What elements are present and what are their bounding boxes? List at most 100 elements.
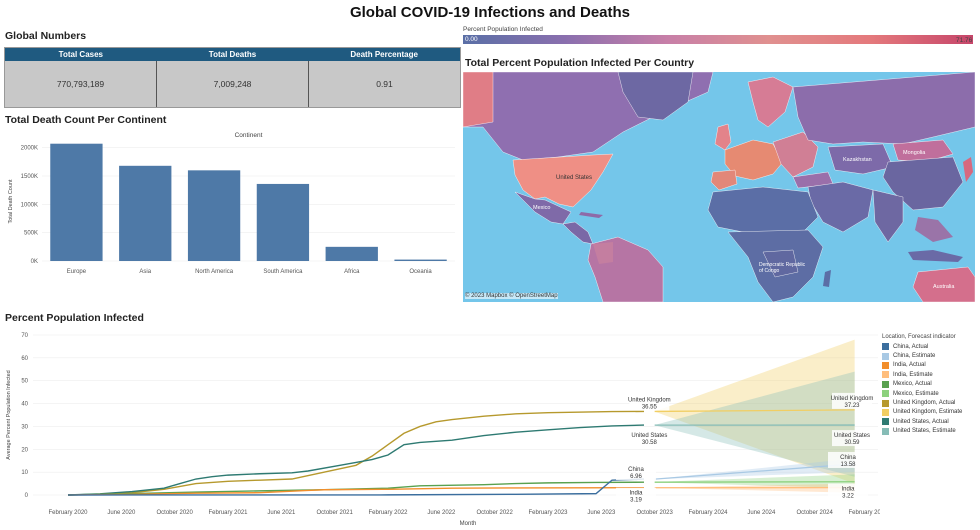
forecast-band-united-kingdom <box>654 339 855 484</box>
forecast-legend-item[interactable]: India, Actual <box>882 361 977 370</box>
series-line-united-states[interactable] <box>67 424 645 496</box>
map-kazakhstan[interactable] <box>827 143 894 175</box>
map-legend-label: Percent Population Infected <box>463 26 543 33</box>
kpi-table: Total Cases Total Deaths Death Percentag… <box>4 47 461 108</box>
bar-europe[interactable] <box>50 143 103 261</box>
bar-south-america[interactable] <box>256 183 310 261</box>
forecast-legend-item[interactable]: India, Estimate <box>882 370 977 379</box>
forecast-legend-item[interactable]: China, Actual <box>882 342 977 351</box>
kpi-value-total-deaths: 7,009,248 <box>157 61 309 107</box>
line-ytick-label: 70 <box>21 333 28 339</box>
bar-north-america[interactable] <box>187 170 241 261</box>
map-india[interactable] <box>872 189 904 243</box>
line-chart-title: Percent Population Infected <box>5 312 144 324</box>
forecast-legend-item[interactable]: United Kingdom, Estimate <box>882 408 977 417</box>
forecast-line-china[interactable] <box>654 463 855 480</box>
forecast-legend-item[interactable]: Mexico, Estimate <box>882 389 977 398</box>
line-xtick-label: June 2022 <box>427 510 456 516</box>
map-label-mongolia: Mongolia <box>903 150 926 156</box>
annotation-name: India <box>841 487 855 493</box>
map-china[interactable] <box>882 156 964 211</box>
annotation-value: 6.96 <box>630 474 642 480</box>
map-cuba[interactable] <box>579 212 603 218</box>
annotation-name: United Kingdom <box>628 397 671 403</box>
legend-swatch <box>882 371 889 379</box>
bar-xtick-label: Europe <box>67 269 87 275</box>
forecast-legend-item[interactable]: China, Estimate <box>882 351 977 360</box>
map-eastern-europe[interactable] <box>772 131 819 178</box>
forecast-legend-item[interactable]: United States, Estimate <box>882 427 977 436</box>
map-japan[interactable] <box>963 157 973 182</box>
world-map[interactable]: United States Mexico Mongolia Kazakhstan… <box>463 72 975 302</box>
map-mexico[interactable] <box>514 191 572 225</box>
series-line-united-kingdom[interactable] <box>67 410 645 496</box>
line-xtick-label: February 2020 <box>48 510 88 516</box>
line-ytick-label: 50 <box>21 379 28 385</box>
forecast-legend-item[interactable]: Mexico, Actual <box>882 380 977 389</box>
bar-xtick-label: South America <box>263 269 303 275</box>
series-line-india[interactable] <box>67 487 645 496</box>
legend-label: Mexico, Estimate <box>893 390 939 397</box>
map-label-kazakhstan: Kazakhstan <box>843 157 872 163</box>
bar-xtick-label: North America <box>195 269 234 275</box>
line-xtick-label: February 2021 <box>208 510 248 516</box>
map-western-europe[interactable] <box>724 139 784 181</box>
line-xtick-label: February 2023 <box>528 510 568 516</box>
annotation-name: India <box>629 491 643 497</box>
map-uk[interactable] <box>714 123 732 151</box>
map-greenland[interactable] <box>617 72 694 121</box>
map-legend-min: 0.00 <box>465 36 478 43</box>
annotation-name: China <box>840 455 856 461</box>
map-se-asia[interactable] <box>915 217 953 242</box>
legend-label: India, Actual <box>893 362 926 369</box>
annotation-value: 36.55 <box>642 404 658 410</box>
map-central-america[interactable] <box>562 221 594 245</box>
forecast-band-united-states <box>654 371 855 477</box>
line-xtick-label: October 2023 <box>636 510 673 516</box>
line-ytick-label: 0 <box>25 493 29 499</box>
world-map-svg <box>463 72 975 302</box>
line-xtick-label: October 2021 <box>316 510 353 516</box>
series-line-mexico[interactable] <box>67 481 645 496</box>
legend-label: United States, Actual <box>893 418 949 425</box>
annotation-bg <box>828 451 868 468</box>
map-spain[interactable] <box>710 169 738 191</box>
bar-ytick-label: 500K <box>24 231 38 237</box>
line-ytick-label: 40 <box>21 402 28 408</box>
annotation-value: 13.58 <box>840 462 856 468</box>
forecast-legend-item[interactable]: United States, Actual <box>882 417 977 426</box>
legend-swatch <box>882 380 889 388</box>
legend-swatch <box>882 352 889 360</box>
bar-ytick-label: 1000K <box>21 202 38 208</box>
map-north-africa[interactable] <box>707 186 819 235</box>
line-xtick-label: February 2022 <box>368 510 408 516</box>
map-united-states[interactable] <box>512 153 614 208</box>
line-xtick-label: February 2024 <box>688 510 728 516</box>
bar-asia[interactable] <box>119 165 172 261</box>
bar-oceania[interactable] <box>394 259 447 261</box>
map-indonesia[interactable] <box>908 250 963 262</box>
map-madagascar[interactable] <box>823 270 831 287</box>
forecast-band-china <box>654 458 855 480</box>
map-democratic-republic-of-congo[interactable] <box>762 249 799 278</box>
map-colombia[interactable] <box>593 242 613 264</box>
line-chart: 0 10 20 30 40 50 60 70 February 2020 June 2020 Oct… <box>6 333 880 527</box>
map-russia[interactable] <box>792 72 975 145</box>
line-x-axis-label: Month <box>460 521 477 527</box>
forecast-line-united-kingdom[interactable] <box>654 409 855 413</box>
line-xtick-label: October 2022 <box>476 510 513 516</box>
annotation-bg <box>629 394 670 411</box>
legend-label: India, Estimate <box>893 371 933 378</box>
map-alaska[interactable] <box>463 72 494 128</box>
forecast-legend: Location, Forecast indicator China, Actu… <box>882 334 977 436</box>
annotation-name: China <box>628 467 644 473</box>
map-middle-east[interactable] <box>807 181 874 233</box>
legend-label: China, Estimate <box>893 353 936 360</box>
map-australia[interactable] <box>912 266 975 302</box>
legend-swatch <box>882 427 889 435</box>
map-scandinavia[interactable] <box>747 76 794 128</box>
line-xtick-label: June 2023 <box>587 510 616 516</box>
bar-africa[interactable] <box>325 246 378 261</box>
forecast-legend-item[interactable]: United Kingdom, Actual <box>882 398 977 407</box>
annotation-bg <box>616 464 656 481</box>
